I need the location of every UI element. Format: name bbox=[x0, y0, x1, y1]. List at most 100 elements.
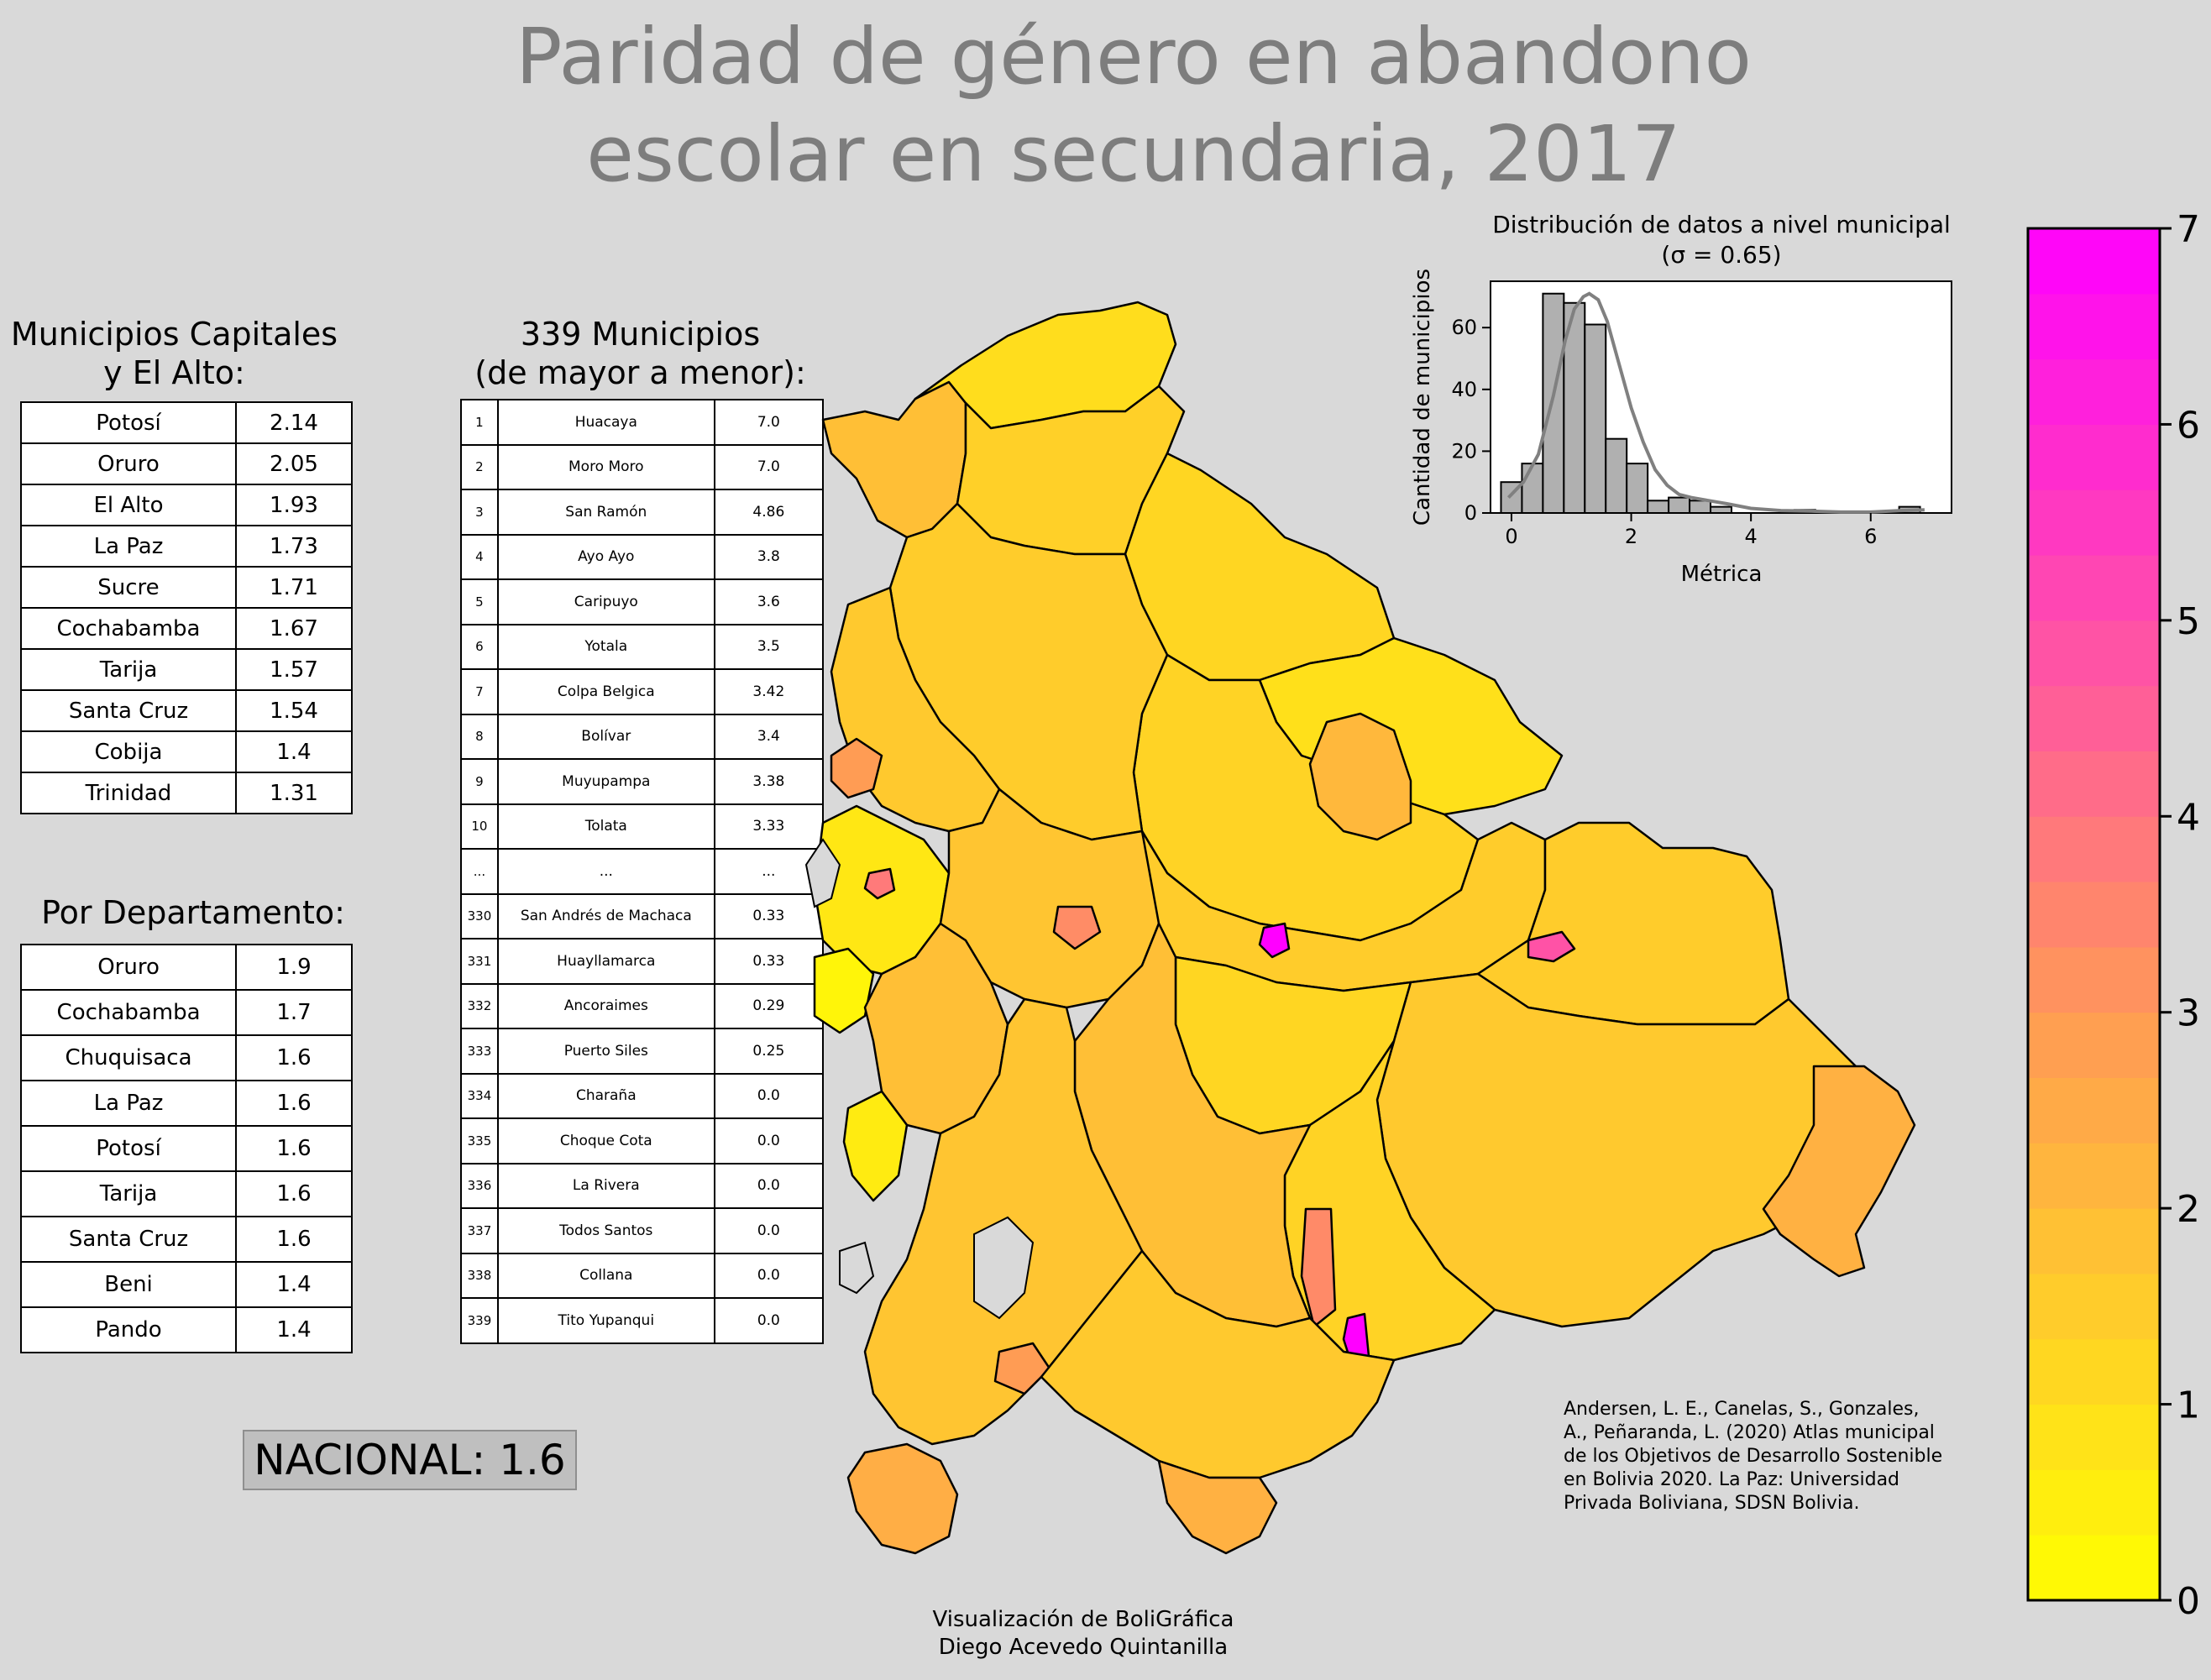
municipio-row: 1 Huacaya 7.0 bbox=[460, 399, 825, 446]
capital-row: El Alto 1.93 bbox=[20, 484, 354, 526]
histogram-bar bbox=[1668, 496, 1691, 515]
cell-value: 0.25 bbox=[713, 1028, 825, 1075]
histogram-kde-line bbox=[1506, 291, 1925, 514]
nacional-badge: NACIONAL: 1.6 bbox=[243, 1430, 577, 1490]
histogram-bar bbox=[1584, 323, 1607, 514]
histogram-bar bbox=[1626, 463, 1649, 514]
municipio-row: 337 Todos Santos 0.0 bbox=[460, 1207, 825, 1254]
departamentos-heading: Por Departamento: bbox=[0, 893, 386, 932]
map-region-lapaz-west-pink bbox=[830, 737, 883, 799]
colorbar-tick-label: 7 bbox=[2177, 208, 2200, 251]
cell-value: 3.33 bbox=[713, 803, 825, 850]
cell-name: La Paz bbox=[19, 1080, 238, 1127]
municipios-table: 1 Huacaya 7.0 2 Moro Moro 7.0 3 San Ramón 4.86 4 A… bbox=[460, 399, 825, 1344]
cell-name: Cochabamba bbox=[20, 607, 237, 650]
cell-value: 0.0 bbox=[713, 1072, 825, 1119]
citation-line: en Bolivia 2020. La Paz: Universidad bbox=[1564, 1469, 1900, 1490]
colorbar-step bbox=[2028, 882, 2160, 948]
cell-name: El Alto bbox=[20, 484, 237, 526]
colorbar-tick-label: 5 bbox=[2177, 600, 2200, 643]
colorbar-step bbox=[2028, 293, 2160, 360]
cell-name: Tito Yupanqui bbox=[496, 1297, 715, 1344]
municipios-heading-line-1: 339 Municipios bbox=[520, 316, 761, 353]
cell-value: 4.86 bbox=[713, 489, 825, 536]
histogram-bar bbox=[1563, 301, 1586, 515]
histogram-y-tick-label: 60 bbox=[1451, 316, 1477, 339]
municipio-row: 2 Moro Moro 7.0 bbox=[460, 443, 825, 490]
histogram-x-tick-label: 6 bbox=[1864, 525, 1877, 548]
colorbar-tick-label: 0 bbox=[2177, 1580, 2200, 1623]
cell-name: Beni bbox=[19, 1261, 238, 1308]
colorbar-step bbox=[2028, 555, 2160, 621]
cell-name: Oruro bbox=[19, 944, 238, 991]
colorbar-step bbox=[2028, 1143, 2160, 1209]
departamento-row: Beni 1.4 bbox=[19, 1261, 353, 1308]
colorbar-steps bbox=[2028, 228, 2160, 1601]
municipio-row: 334 Charaña 0.0 bbox=[460, 1072, 825, 1119]
cell-value: 1.6 bbox=[235, 1080, 353, 1127]
colorbar-tick-label: 4 bbox=[2177, 796, 2200, 839]
municipio-row: 331 Huayllamarca 0.33 bbox=[460, 938, 825, 985]
colorbar-ticks: 0 1 2 3 4 5 6 7 bbox=[2160, 208, 2200, 1623]
capital-row: Cochabamba 1.67 bbox=[20, 607, 354, 650]
citation: Andersen, L. E., Canelas, S., Gonzales, … bbox=[1564, 1398, 1967, 1515]
bolivia-map bbox=[804, 301, 1916, 1555]
colorbar-frame bbox=[2026, 227, 2161, 1602]
cell-name: Cobija bbox=[20, 730, 237, 773]
cell-rank: 335 bbox=[460, 1117, 499, 1164]
capital-row: Sucre 1.71 bbox=[20, 566, 354, 609]
cell-name: La Rivera bbox=[496, 1162, 715, 1209]
cell-name: Sucre bbox=[20, 566, 237, 609]
cell-name: Chuquisaca bbox=[19, 1034, 238, 1081]
cell-rank: 6 bbox=[460, 623, 499, 670]
municipios-table-body: 1 Huacaya 7.0 2 Moro Moro 7.0 3 San Ramón 4.86 4 A… bbox=[460, 399, 825, 1344]
cell-name: Cochabamba bbox=[19, 989, 238, 1036]
map-region-cochabamba-mororo bbox=[1258, 922, 1291, 959]
cell-name: Potosí bbox=[20, 401, 237, 444]
colorbar-step bbox=[2028, 1404, 2160, 1470]
histogram-bar bbox=[1542, 292, 1565, 514]
colorbar-step bbox=[2028, 1273, 2160, 1340]
municipio-row: 10 Tolata 3.33 bbox=[460, 803, 825, 850]
cell-rank: 2 bbox=[460, 443, 499, 490]
departamento-row: Oruro 1.9 bbox=[19, 944, 353, 991]
cell-name: San Andrés de Machaca bbox=[496, 892, 715, 939]
cell-name: Charaña bbox=[496, 1072, 715, 1119]
cell-rank: 4 bbox=[460, 533, 499, 580]
cell-rank: 1 bbox=[460, 399, 499, 446]
municipio-row: 333 Puerto Siles 0.25 bbox=[460, 1028, 825, 1075]
municipio-row: 4 Ayo Ayo 3.8 bbox=[460, 533, 825, 580]
histogram-y-tick-label: 0 bbox=[1464, 501, 1477, 525]
cell-value: 7.0 bbox=[713, 443, 825, 490]
capital-row: Trinidad 1.31 bbox=[20, 772, 354, 814]
departamento-row: Potosí 1.6 bbox=[19, 1125, 353, 1172]
capital-row: Oruro 2.05 bbox=[20, 442, 354, 485]
cell-name: Trinidad bbox=[20, 772, 237, 814]
citation-line: A., Peñaranda, L. (2020) Atlas municipal bbox=[1564, 1422, 1935, 1443]
colorbar-step bbox=[2028, 685, 2160, 751]
cell-name: Huayllamarca bbox=[496, 938, 715, 985]
colorbar-tick-label: 3 bbox=[2177, 992, 2200, 1035]
colorbar-step bbox=[2028, 359, 2160, 425]
capital-row: Cobija 1.4 bbox=[20, 730, 354, 773]
map-region-lapaz-southwest bbox=[813, 947, 875, 1034]
histogram-bar bbox=[1647, 500, 1670, 514]
histogram-bars bbox=[1500, 292, 1921, 515]
cell-name: Collana bbox=[496, 1252, 715, 1299]
cell-name: Bolívar bbox=[496, 713, 715, 760]
municipio-row: 338 Collana 0.0 bbox=[460, 1252, 825, 1299]
histogram-bar bbox=[1689, 500, 1712, 514]
map-region-tarija-south bbox=[1157, 1459, 1278, 1555]
colorbar-step bbox=[2028, 1208, 2160, 1274]
cell-value: 1.6 bbox=[235, 1170, 353, 1217]
credits: Visualización de BoliGráfica Diego Aceve… bbox=[840, 1606, 1327, 1662]
cell-name: Yotala bbox=[496, 623, 715, 670]
map-lake bbox=[839, 1241, 875, 1295]
citation-line: Privada Boliviana, SDSN Bolivia. bbox=[1564, 1493, 1860, 1514]
colorbar-step bbox=[2028, 1338, 2160, 1405]
histogram-x-ticks: 0 2 4 6 bbox=[1505, 513, 1877, 548]
histogram-chart: 0 2 4 6 0 20 40 60 Métrica Cantidad de municip… bbox=[1410, 269, 1952, 587]
map-lakes bbox=[804, 838, 1035, 1320]
histogram-x-tick-label: 4 bbox=[1745, 525, 1758, 548]
municipio-row: 6 Yotala 3.5 bbox=[460, 623, 825, 670]
